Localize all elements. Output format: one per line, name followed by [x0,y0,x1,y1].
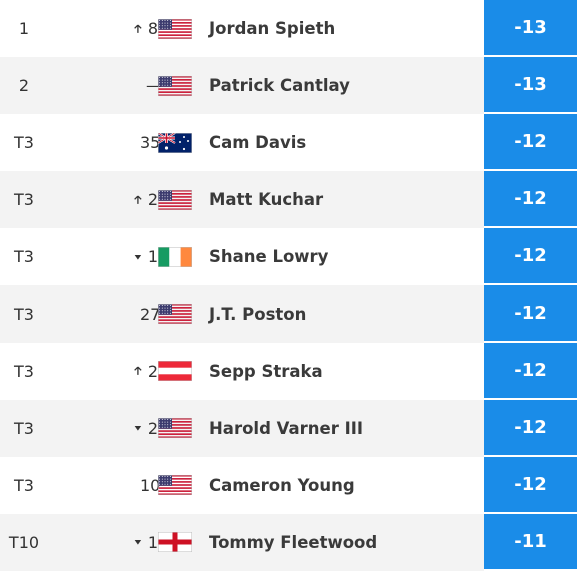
movement: 8 [48,19,158,38]
movement: 2 [48,419,158,438]
position: T3 [14,247,34,267]
flag [158,361,208,382]
movement-value: 27 [140,304,161,324]
flag [158,189,208,210]
score: -11 [484,513,577,571]
player-name: Matt Kuchar [209,190,324,210]
score: -13 [484,57,577,115]
position: T3 [14,133,34,153]
country-flag [158,18,192,39]
movement: 35 [48,133,161,153]
flag [158,304,208,325]
leaderboard-row: T3 1 Shane Lowry -12 [0,228,577,286]
score: -12 [484,456,577,514]
country-flag [158,361,192,382]
arrow-up [134,195,142,204]
position: T10 [8,532,40,552]
leaderboard-row: T3 2 Harold Varner III -12 [0,399,577,457]
position: T3 [14,418,34,438]
score: -12 [484,228,577,286]
player-name: Cam Davis [209,133,307,153]
movement: 2 [48,190,158,209]
country-flag [158,246,192,267]
country-flag [158,132,192,153]
arrow-down [134,254,142,260]
arrow-up [134,24,142,33]
country-flag [158,304,192,325]
leaderboard-row: T10 1 Tommy Fleetwood -11 [0,513,577,571]
movement: — [48,76,162,95]
player-name: Tommy Fleetwood [209,532,378,552]
leaderboard-row: T3 35 Cam Davis -12 [0,114,577,172]
leaderboard-row: T3 2 Sepp Straka -12 [0,342,577,400]
score: -13 [484,0,577,58]
movement-value: 8 [147,19,158,39]
leaderboard-row: T3 2 Matt Kuchar -12 [0,171,577,229]
score: -12 [484,399,577,457]
player-name: Harold Varner III [209,418,364,438]
player-name: Jordan Spieth [209,19,336,39]
position: T3 [14,190,34,210]
country-flag [158,75,192,96]
flag [158,132,208,153]
player-name: Shane Lowry [209,247,329,267]
flag [158,532,208,553]
flag [158,246,208,267]
movement: 10 [48,475,161,495]
flag [158,475,208,496]
arrow-up [134,366,142,376]
country-flag [158,475,192,496]
movement-value: 2 [147,361,158,381]
leaderboard-row: 1 8 Jordan Spieth -13 [0,0,577,58]
leaderboard-row: T3 10 Cameron Young -12 [0,456,577,514]
movement: 1 [48,533,158,552]
score: -12 [484,114,577,172]
position: T3 [14,361,34,381]
score: -12 [484,285,577,343]
player-name: Cameron Young [209,475,355,495]
movement-value: 2 [147,418,158,438]
movement-value: 1 [147,532,158,552]
flag [158,18,208,39]
position: 2 [18,76,30,96]
country-flag [158,532,192,553]
player-name: J.T. Poston [209,304,307,324]
flag [158,75,208,96]
arrow-down [134,540,142,545]
movement: 27 [48,304,161,324]
position: 1 [18,19,30,39]
player-name: Patrick Cantlay [209,76,350,96]
country-flag [158,189,192,210]
movement-value: 2 [147,190,158,210]
country-flag [158,418,192,439]
score: -12 [484,171,577,229]
position: T3 [14,475,34,495]
leaderboard-row: 2 — Patrick Cantlay -13 [0,57,577,115]
position: T3 [14,304,34,324]
movement-value: 35 [140,133,161,153]
player-name: Sepp Straka [209,361,323,381]
movement-value: 10 [140,475,161,495]
score: -12 [484,342,577,400]
movement: 1 [48,247,158,266]
flag [158,418,208,439]
movement-value: 1 [147,247,158,267]
leaderboard-row: T3 27 J.T. Poston -12 [0,285,577,343]
movement: 2 [48,362,158,381]
arrow-down [134,426,142,431]
